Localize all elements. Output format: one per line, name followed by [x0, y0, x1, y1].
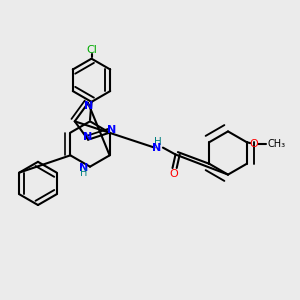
- Text: N: N: [83, 132, 93, 142]
- Text: N: N: [106, 125, 116, 135]
- Text: N: N: [79, 163, 88, 173]
- Text: O: O: [169, 169, 178, 179]
- Text: CH₃: CH₃: [267, 139, 285, 149]
- Text: N: N: [152, 142, 161, 153]
- Text: N: N: [84, 101, 93, 111]
- Text: O: O: [250, 139, 259, 149]
- Text: Cl: Cl: [86, 45, 97, 55]
- Text: H: H: [80, 168, 87, 178]
- Text: H: H: [154, 137, 161, 147]
